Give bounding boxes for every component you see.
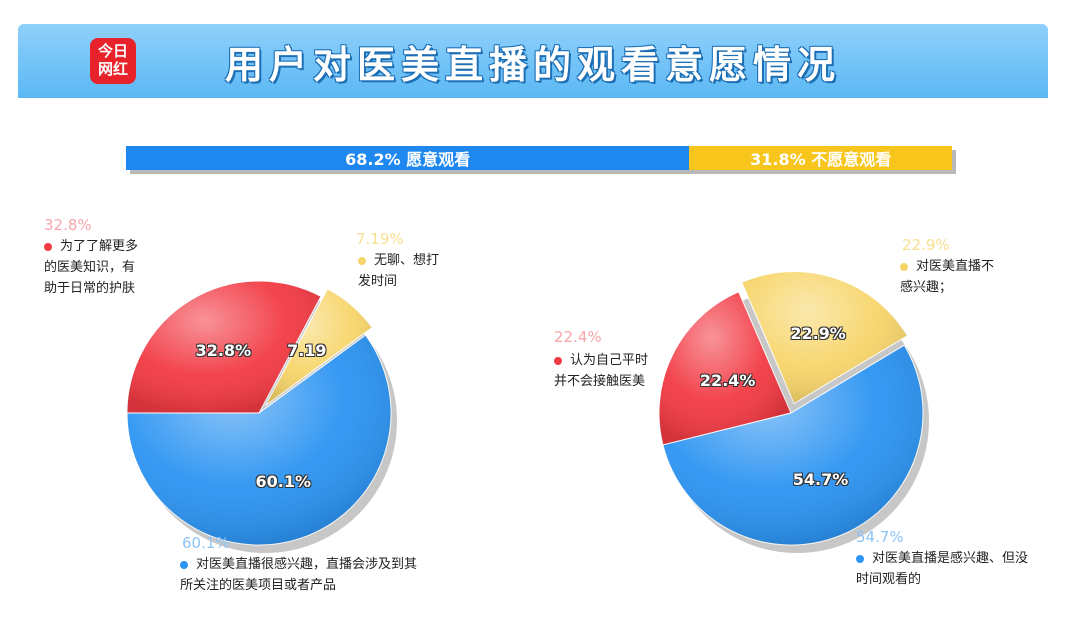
- right-outer-pct-blue: 54.7%: [856, 528, 904, 546]
- summary-bar-unwilling: 31.8% 不愿意观看: [689, 146, 952, 170]
- brand-logo: 今日 网红: [90, 38, 136, 84]
- logo-line-1: 今日: [97, 42, 128, 60]
- left-pie-slice-gloss-blue: [127, 335, 391, 545]
- legend-dot-blue: [180, 560, 188, 569]
- left-outer-pct-blue: 60.1%: [182, 534, 230, 552]
- right-slice-label-yellow: 22.9%: [790, 324, 846, 344]
- left-slice-label-blue: 60.1%: [255, 472, 312, 491]
- left-legend-blue: 对医美直播很感兴趣，直播会涉及到其所关注的医美项目或者产品: [180, 554, 425, 596]
- legend-dot-red: [554, 356, 562, 365]
- left-legend-yellow-text: 无聊、想打发时间: [358, 253, 440, 289]
- right-slice-label-blue: 54.7%: [792, 470, 849, 490]
- right-pie-chart: [658, 271, 929, 553]
- chart-panel: 68.2% 愿意观看 31.8% 不愿意观看 32.8% 7.19 60.1% …: [18, 98, 1048, 636]
- legend-dot-red: [44, 242, 52, 251]
- right-legend-yellow: 对医美直播不感兴趣；: [900, 256, 1000, 298]
- left-slice-label-yellow: 7.19: [287, 340, 327, 360]
- right-legend-red: 认为自己平时并不会接触医美: [554, 350, 648, 392]
- legend-dot-blue: [856, 554, 864, 563]
- summary-bar-willing: 68.2% 愿意观看: [126, 146, 690, 170]
- right-pie-slice-gloss-red: [659, 291, 791, 445]
- legend-dot-yellow: [358, 256, 366, 265]
- right-pie-slice-gloss-yellow: [741, 271, 908, 404]
- left-legend-red: 为了了解更多的医美知识，有助于日常的护肤: [44, 236, 144, 299]
- right-legend-blue: 对医美直播是感兴趣、但没时间观看的: [856, 548, 1031, 590]
- chart-frame: 今日 网红 用户对医美直播的观看意愿情况 68.2% 愿意观看 31.8% 不愿…: [18, 24, 1048, 636]
- left-outer-pct-yellow: 7.19%: [356, 230, 404, 248]
- right-outer-pct-yellow: 22.9%: [902, 236, 950, 254]
- right-slice-label-red: 22.4%: [699, 370, 756, 390]
- right-outer-pct-red: 22.4%: [554, 328, 602, 346]
- left-pie-chart: [126, 280, 397, 553]
- right-legend-red-text: 认为自己平时并不会接触医美: [554, 353, 649, 389]
- header-band: 今日 网红 用户对医美直播的观看意愿情况: [18, 24, 1048, 98]
- left-legend-blue-text: 对医美直播很感兴趣，直播会涉及到其所关注的医美项目或者产品: [180, 557, 418, 593]
- legend-dot-yellow: [900, 262, 908, 271]
- left-pie-slice-gloss-red: [127, 281, 321, 413]
- left-slice-label-red: 32.8%: [195, 340, 252, 360]
- left-pie-slice-gloss-yellow: [265, 288, 373, 406]
- right-legend-yellow-text: 对医美直播不感兴趣；: [900, 259, 995, 295]
- logo-line-2: 网红: [97, 60, 128, 78]
- summary-bar: 68.2% 愿意观看 31.8% 不愿意观看: [126, 146, 952, 170]
- left-legend-red-text: 为了了解更多的医美知识，有助于日常的护肤: [44, 239, 139, 296]
- right-legend-blue-text: 对医美直播是感兴趣、但没时间观看的: [856, 551, 1029, 587]
- left-legend-yellow: 无聊、想打发时间: [358, 250, 442, 292]
- left-outer-pct-red: 32.8%: [44, 216, 92, 234]
- chart-title: 用户对医美直播的观看意愿情况: [224, 43, 841, 87]
- right-pie-slice-gloss-blue: [662, 345, 923, 545]
